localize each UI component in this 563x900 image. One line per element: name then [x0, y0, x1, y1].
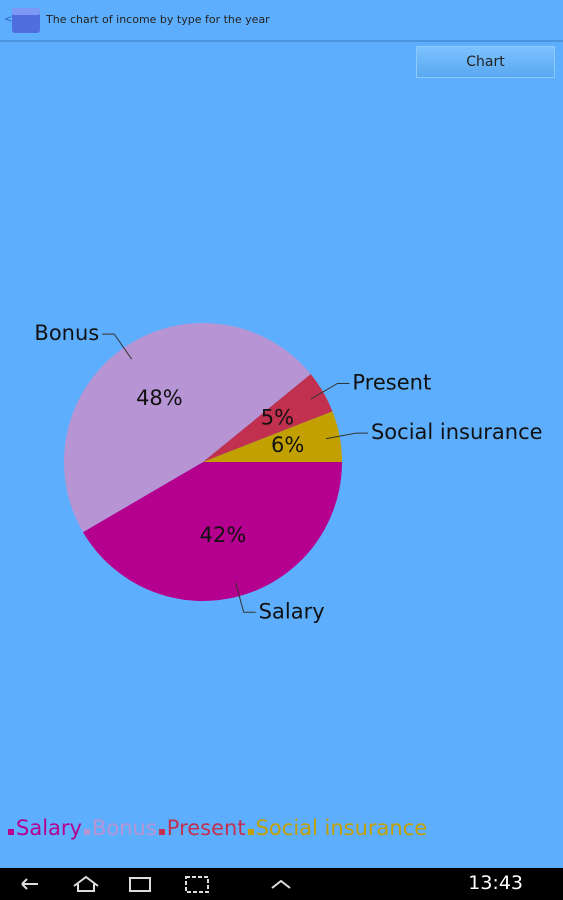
nav-icons: [21, 875, 291, 893]
slice-percent: 6%: [271, 433, 304, 457]
pie-slice: [63, 322, 311, 533]
clock: 13:43: [468, 872, 523, 894]
app-title: The chart of income by type for the year: [46, 13, 270, 26]
legend-label: Salary: [16, 816, 82, 840]
legend-swatch: [247, 829, 254, 835]
leader-line: [102, 333, 133, 360]
up-button[interactable]: [271, 879, 291, 889]
app-bar: < The chart of income by type for the ye…: [0, 0, 563, 42]
home-button[interactable]: [73, 875, 99, 892]
leader-line: [310, 382, 350, 400]
leader-line: [325, 432, 368, 440]
nav-bar: 13:43: [0, 868, 563, 900]
legend-swatch: [158, 829, 165, 835]
slice-percent: 48%: [136, 386, 183, 410]
slice-label: Social insurance: [371, 420, 543, 444]
pie-slice: [203, 411, 343, 462]
slice-label: Present: [352, 370, 431, 394]
legend: Salary Bonus Present Social insurance: [6, 816, 427, 840]
pie-slice: [203, 374, 333, 462]
legend-swatch: [8, 829, 14, 835]
back-button[interactable]: [21, 878, 38, 890]
legend-label: Social insurance: [255, 816, 428, 840]
slice-label: Salary: [259, 599, 325, 623]
pie-chart: 42% Salary 48% Bonus 5% Present 6% Social insur…: [34, 321, 543, 623]
legend-label: Present: [166, 816, 246, 840]
chart-button[interactable]: Chart: [416, 46, 555, 78]
legend-swatch: [83, 829, 90, 835]
slice-percent: 42%: [200, 523, 247, 547]
app-icon[interactable]: <: [2, 0, 42, 40]
svg-text:<: <: [4, 14, 12, 25]
legend-label: Bonus: [91, 816, 157, 840]
leader-line: [235, 582, 256, 613]
screenshot-button[interactable]: [185, 876, 209, 893]
recents-button[interactable]: [129, 877, 151, 892]
slice-percent: 5%: [261, 406, 294, 430]
slice-label: Bonus: [34, 321, 99, 345]
pie-slice: [82, 462, 343, 602]
